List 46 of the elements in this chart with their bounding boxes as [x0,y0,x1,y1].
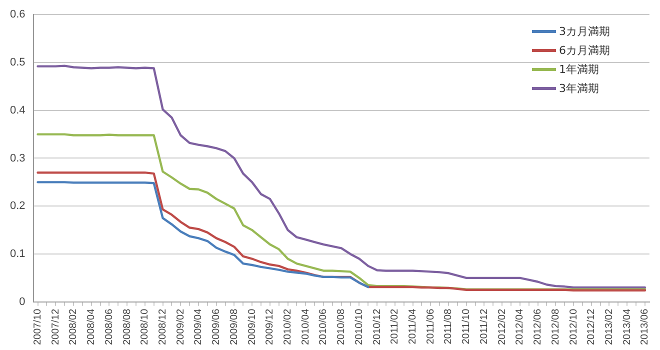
x-tick-label: 2010/02 [282,308,294,346]
x-tick-label: 2013/06 [640,308,651,346]
x-tick-label: 2011/02 [390,308,401,344]
x-tick-label: 2010/08 [336,308,348,346]
x-tick-label: 2012/08 [550,308,562,346]
x-tick-label: 2007/10 [32,308,44,346]
x-tick-label: 2007/12 [50,308,62,346]
x-tick-label: 2008/04 [86,308,98,346]
x-tick-label: 2012/06 [532,308,544,346]
x-tick-label: 2011/12 [478,308,490,344]
x-tick-label: 2012/12 [586,308,598,346]
y-tick-label: 0.3 [10,152,26,164]
y-tick-label: 0.5 [10,56,26,69]
x-tick-label: 2009/06 [211,308,222,346]
y-tick-label: 0.6 [10,8,26,21]
x-tick-label: 2010/10 [354,308,365,346]
y-tick-label: 0 [19,296,26,308]
x-tick-label: 2010/12 [372,308,383,346]
legend-label: 1年満期 [559,62,599,77]
x-tick-label: 2013/04 [622,308,633,346]
x-tick-label: 2008/12 [158,308,169,346]
x-tick-label: 2008/06 [104,308,115,346]
x-tick-label: 2009/10 [246,308,258,346]
x-tick-label: 2011/10 [461,308,472,344]
legend-label: 3年満期 [559,81,599,96]
x-tick-label: 2009/12 [264,308,276,346]
x-tick-label: 2011/08 [443,308,454,344]
x-tick-label: 2008/08 [122,308,133,346]
y-tick-label: 0.1 [10,248,26,260]
x-tick-label: 2011/04 [408,308,419,344]
x-tick-label: 2008/02 [68,308,80,346]
y-tick-label: 0.4 [10,104,26,116]
x-tick-label: 2010/04 [300,308,312,346]
x-tick-label: 2012/10 [568,308,580,346]
x-tick-label: 2008/10 [140,308,151,346]
y-tick-label: 0.2 [10,200,26,212]
x-tick-label: 2012/02 [496,308,508,346]
x-tick-label: 2009/08 [228,308,240,346]
legend-label: 6カ月満期 [559,43,610,58]
x-tick-label: 2009/02 [175,308,186,346]
x-tick-label: 2012/04 [514,308,526,346]
x-tick-label: 2009/04 [193,308,204,346]
x-tick-label: 2011/06 [425,308,436,344]
x-tick-label: 2010/06 [318,308,330,346]
x-tick-label: 2013/02 [604,308,615,346]
legend-label: 3カ月満期 [559,24,610,39]
